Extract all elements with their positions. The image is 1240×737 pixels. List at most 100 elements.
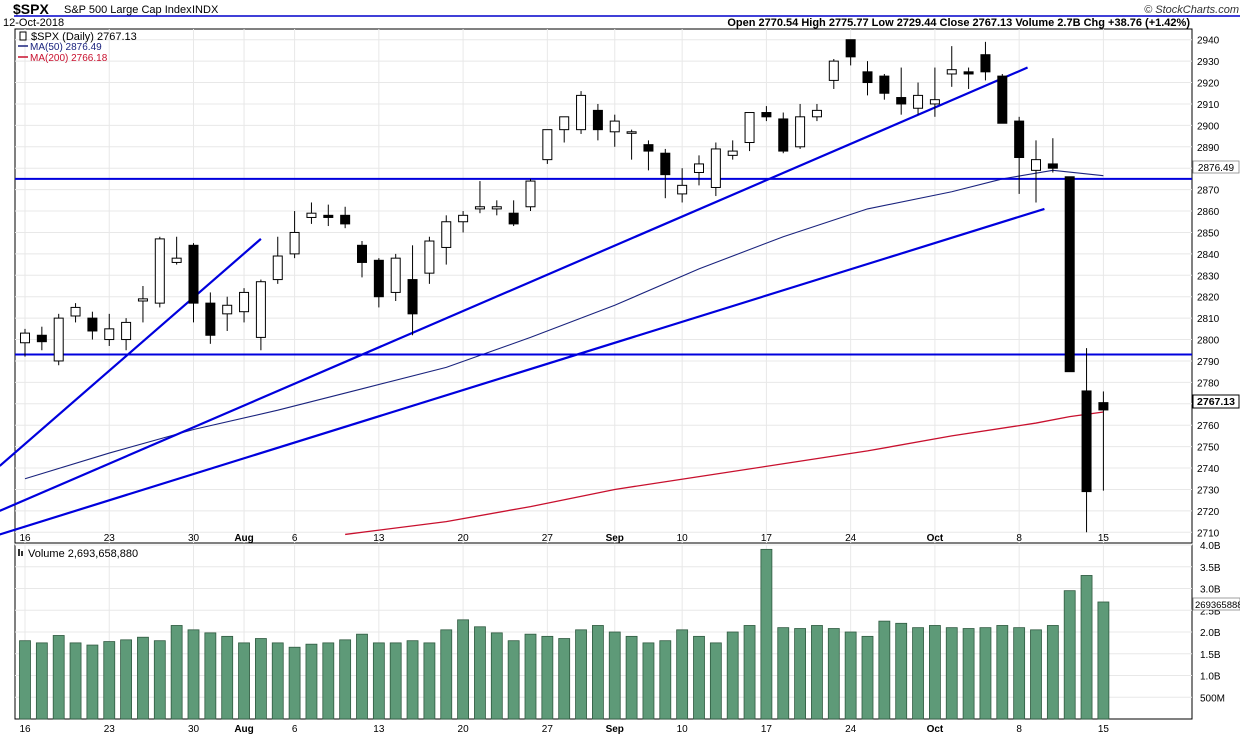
volume-bar — [507, 640, 520, 720]
candle-body — [542, 129, 553, 161]
candle-body — [357, 244, 367, 263]
volume-bar — [1063, 590, 1076, 720]
volume-date-tick-label: 6 — [292, 724, 298, 735]
volume-flag-text: 2693658880 — [1195, 600, 1240, 611]
candle-body — [1064, 176, 1075, 373]
ma50-value-flag: 2876.49 — [1192, 160, 1240, 174]
volume-bar — [979, 627, 992, 720]
price-tick-label: 2860 — [1197, 207, 1220, 218]
price-tick-label: 2850 — [1197, 228, 1220, 239]
volume-tick-label: 3.5B — [1200, 563, 1221, 574]
candle-body — [441, 221, 452, 248]
price-tick-label: 2790 — [1197, 357, 1220, 368]
volume-date-tick-label: 30 — [188, 724, 200, 735]
volume-bar — [322, 642, 335, 720]
candle-body — [323, 214, 334, 218]
volume-bar — [895, 622, 908, 720]
volume-tick-label: 1.5B — [1200, 650, 1221, 661]
trendlines — [0, 66, 1045, 536]
volume-bar — [170, 625, 183, 720]
volume-date-tick-label: 16 — [19, 724, 31, 735]
volume-bar — [541, 635, 554, 720]
candle-body — [795, 116, 806, 148]
volume-bar — [709, 642, 722, 720]
candle-body — [70, 306, 81, 317]
volume-axis: 500M 1.0B 1.5B 2.0B 2.5B 3.0B 3.5B 4.0B — [1200, 541, 1225, 704]
candle-body — [340, 214, 351, 225]
candle-body — [407, 279, 418, 315]
volume-bar — [625, 635, 638, 720]
candle-body — [660, 152, 671, 176]
candle-body — [373, 259, 384, 298]
candle-body — [222, 304, 233, 315]
candle-body — [929, 99, 940, 105]
price-tick-label: 2780 — [1197, 378, 1220, 389]
volume-legend-label: Volume 2,693,658,880 — [28, 548, 138, 560]
volume-bar — [844, 631, 857, 720]
volume-date-tick-label: 10 — [677, 724, 689, 735]
candle-body — [913, 94, 924, 109]
volume-bar — [137, 636, 149, 720]
price-tick-label: 2900 — [1197, 121, 1220, 132]
volume-bar — [356, 633, 368, 720]
volume-bar — [19, 640, 31, 720]
candle-body — [946, 69, 957, 75]
candle-body — [104, 328, 115, 341]
volume-bar — [676, 629, 689, 720]
candle-body — [390, 257, 401, 293]
candle-body — [1081, 390, 1092, 493]
volume-date-tick-label: Aug — [234, 724, 253, 735]
volume-bar — [811, 625, 823, 720]
volume-tick-label: 1.0B — [1200, 672, 1221, 683]
volume-tick-label: 2.5B — [1200, 606, 1221, 617]
candle-body — [879, 75, 890, 94]
price-tick-label: 2870 — [1197, 186, 1220, 197]
candle-body — [761, 112, 772, 118]
volume-bar — [726, 631, 739, 720]
volume-date-tick-label: 24 — [845, 724, 857, 735]
volume-bar — [86, 644, 99, 720]
candle-body — [592, 109, 603, 131]
volume-bar — [339, 639, 352, 720]
volume-bar — [288, 646, 301, 720]
volume-bar — [52, 635, 65, 720]
candle-body — [20, 332, 30, 344]
close-flag-text: 2767.13 — [1197, 396, 1235, 408]
volume-bar — [827, 628, 840, 720]
price-tick-label: 2720 — [1197, 507, 1220, 518]
volume-bar — [440, 629, 453, 720]
price-date-tick-label: 8 — [1016, 533, 1022, 544]
candle-body — [255, 281, 266, 338]
price-date-tick-label: 15 — [1098, 533, 1110, 544]
volume-date-tick-label: 15 — [1098, 724, 1110, 735]
ma50-flag-text: 2876.49 — [1198, 163, 1235, 174]
price-tick-label: 2910 — [1197, 100, 1220, 111]
price-tick-label: 2810 — [1197, 314, 1220, 325]
volume-bar — [372, 642, 385, 720]
volume-bar — [794, 628, 806, 720]
ma200-line — [345, 411, 1104, 536]
price-date-tick-label: 13 — [373, 533, 385, 544]
ma50-line — [24, 169, 1104, 480]
volume-bar — [659, 640, 672, 720]
price-tick-label: 2730 — [1197, 485, 1220, 496]
candle-body — [458, 214, 469, 223]
candle-body — [36, 334, 47, 343]
candle-body — [491, 206, 502, 210]
volume-bar — [558, 638, 571, 720]
price-date-tick-label: 30 — [188, 533, 200, 544]
candle-body — [744, 112, 755, 144]
trendline — [0, 238, 262, 467]
volume-bars — [19, 548, 1110, 720]
volume-bar — [423, 642, 436, 720]
price-tick-label: 2710 — [1197, 528, 1220, 539]
volume-bar — [305, 643, 318, 720]
volume-bar — [878, 620, 891, 720]
candle-legend-icon — [19, 31, 27, 41]
price-tick-label: 2840 — [1197, 250, 1220, 261]
ma50-series — [24, 169, 1104, 480]
volume-bar — [1013, 627, 1026, 720]
volume-bar — [760, 548, 773, 720]
price-legend: $SPX (Daily) 2767.13 MA(50) 2876.49 MA(2… — [18, 31, 137, 64]
volume-bar — [996, 625, 1009, 720]
